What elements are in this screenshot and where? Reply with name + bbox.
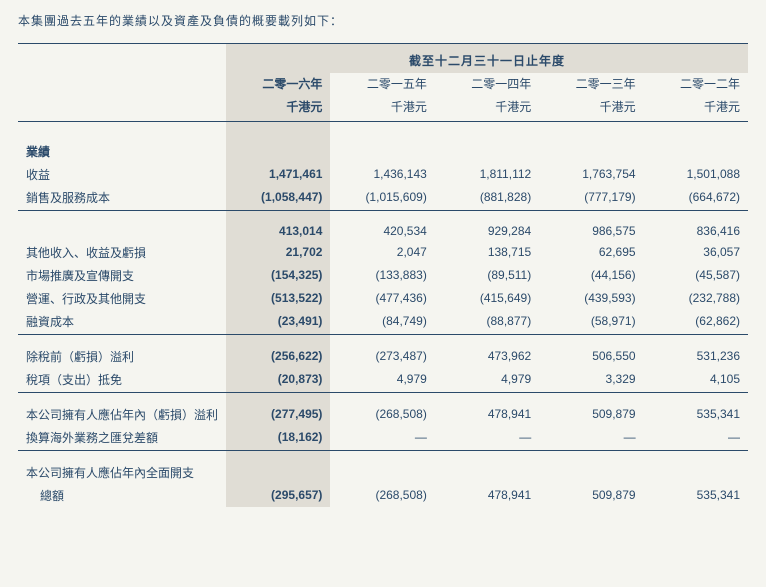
table-cell: 478,941 — [435, 484, 539, 507]
col-year-2015: 二零一五年 — [330, 73, 434, 95]
col-unit: 千港元 — [539, 95, 643, 122]
col-year-2016: 二零一六年 — [226, 73, 330, 95]
col-unit: 千港元 — [330, 95, 434, 122]
table-cell: 3,329 — [539, 368, 643, 391]
col-unit: 千港元 — [644, 95, 748, 122]
table-cell: (88,877) — [435, 310, 539, 333]
row-label: 除稅前（虧損）溢利 — [18, 345, 226, 368]
row-label: 其他收入、收益及虧損 — [18, 241, 226, 264]
table-cell: 929,284 — [435, 221, 539, 241]
table-cell: (273,487) — [330, 345, 434, 368]
table-cell: 4,105 — [644, 368, 748, 391]
col-unit: 千港元 — [435, 95, 539, 122]
table-cell: (1,058,447) — [226, 186, 330, 209]
table-cell: 509,879 — [539, 403, 643, 426]
table-cell: 535,341 — [644, 403, 748, 426]
table-cell: (415,649) — [435, 287, 539, 310]
table-cell: (154,325) — [226, 264, 330, 287]
col-year-2012: 二零一二年 — [644, 73, 748, 95]
table-cell: 138,715 — [435, 241, 539, 264]
table-cell: 21,702 — [226, 241, 330, 264]
table-cell: 1,811,112 — [435, 163, 539, 186]
table-cell: (23,491) — [226, 310, 330, 333]
table-cell: 420,534 — [330, 221, 434, 241]
table-cell: 413,014 — [226, 221, 330, 241]
row-label: 總額 — [18, 484, 226, 507]
intro-text: 本集團過去五年的業績以及資產及負債的概要載列如下： — [18, 12, 748, 29]
table-cell: (89,511) — [435, 264, 539, 287]
col-unit: 千港元 — [226, 95, 330, 122]
row-label: 稅項（支出）抵免 — [18, 368, 226, 391]
table-cell: (268,508) — [330, 403, 434, 426]
table-cell: — — [435, 426, 539, 449]
row-label: 市場推廣及宣傳開支 — [18, 264, 226, 287]
table-cell: 535,341 — [644, 484, 748, 507]
table-cell: 4,979 — [330, 368, 434, 391]
table-cell: 2,047 — [330, 241, 434, 264]
section-label-performance: 業績 — [18, 140, 226, 163]
table-cell: — — [330, 426, 434, 449]
table-cell: 36,057 — [644, 241, 748, 264]
col-year-2013: 二零一三年 — [539, 73, 643, 95]
table-cell: 1,471,461 — [226, 163, 330, 186]
table-cell: (295,657) — [226, 484, 330, 507]
table-cell: 62,695 — [539, 241, 643, 264]
table-cell: (513,522) — [226, 287, 330, 310]
table-cell: (1,015,609) — [330, 186, 434, 209]
table-cell: (58,971) — [539, 310, 643, 333]
table-cell: (268,508) — [330, 484, 434, 507]
row-label: 銷售及服務成本 — [18, 186, 226, 209]
table-cell: — — [644, 426, 748, 449]
table-cell: (881,828) — [435, 186, 539, 209]
table-cell: (45,587) — [644, 264, 748, 287]
table-cell: (277,495) — [226, 403, 330, 426]
table-cell: (664,672) — [644, 186, 748, 209]
financial-summary-table: 截至十二月三十一日止年度 二零一六年 二零一五年 二零一四年 二零一三年 二零一… — [18, 43, 748, 507]
table-cell: 531,236 — [644, 345, 748, 368]
table-cell: 473,962 — [435, 345, 539, 368]
row-label — [18, 221, 226, 241]
table-cell: (133,883) — [330, 264, 434, 287]
table-header-span: 截至十二月三十一日止年度 — [226, 44, 748, 73]
table-cell: (84,749) — [330, 310, 434, 333]
table-cell: 836,416 — [644, 221, 748, 241]
row-label: 本公司擁有人應佔年內全面開支 — [18, 461, 226, 484]
table-cell: 986,575 — [539, 221, 643, 241]
row-label: 營運、行政及其他開支 — [18, 287, 226, 310]
row-label: 本公司擁有人應佔年內（虧損）溢利 — [18, 403, 226, 426]
table-cell: (18,162) — [226, 426, 330, 449]
table-cell: 1,763,754 — [539, 163, 643, 186]
table-cell: (232,788) — [644, 287, 748, 310]
table-cell: 509,879 — [539, 484, 643, 507]
row-label: 收益 — [18, 163, 226, 186]
table-cell: (777,179) — [539, 186, 643, 209]
table-cell: (439,593) — [539, 287, 643, 310]
col-year-2014: 二零一四年 — [435, 73, 539, 95]
table-cell: (256,622) — [226, 345, 330, 368]
table-cell: 4,979 — [435, 368, 539, 391]
table-cell: 1,436,143 — [330, 163, 434, 186]
table-cell: (62,862) — [644, 310, 748, 333]
table-cell: (477,436) — [330, 287, 434, 310]
table-cell: 478,941 — [435, 403, 539, 426]
table-cell: 506,550 — [539, 345, 643, 368]
table-cell: — — [539, 426, 643, 449]
table-cell: (44,156) — [539, 264, 643, 287]
table-cell: (20,873) — [226, 368, 330, 391]
row-label: 換算海外業務之匯兌差額 — [18, 426, 226, 449]
row-label: 融資成本 — [18, 310, 226, 333]
table-cell: 1,501,088 — [644, 163, 748, 186]
